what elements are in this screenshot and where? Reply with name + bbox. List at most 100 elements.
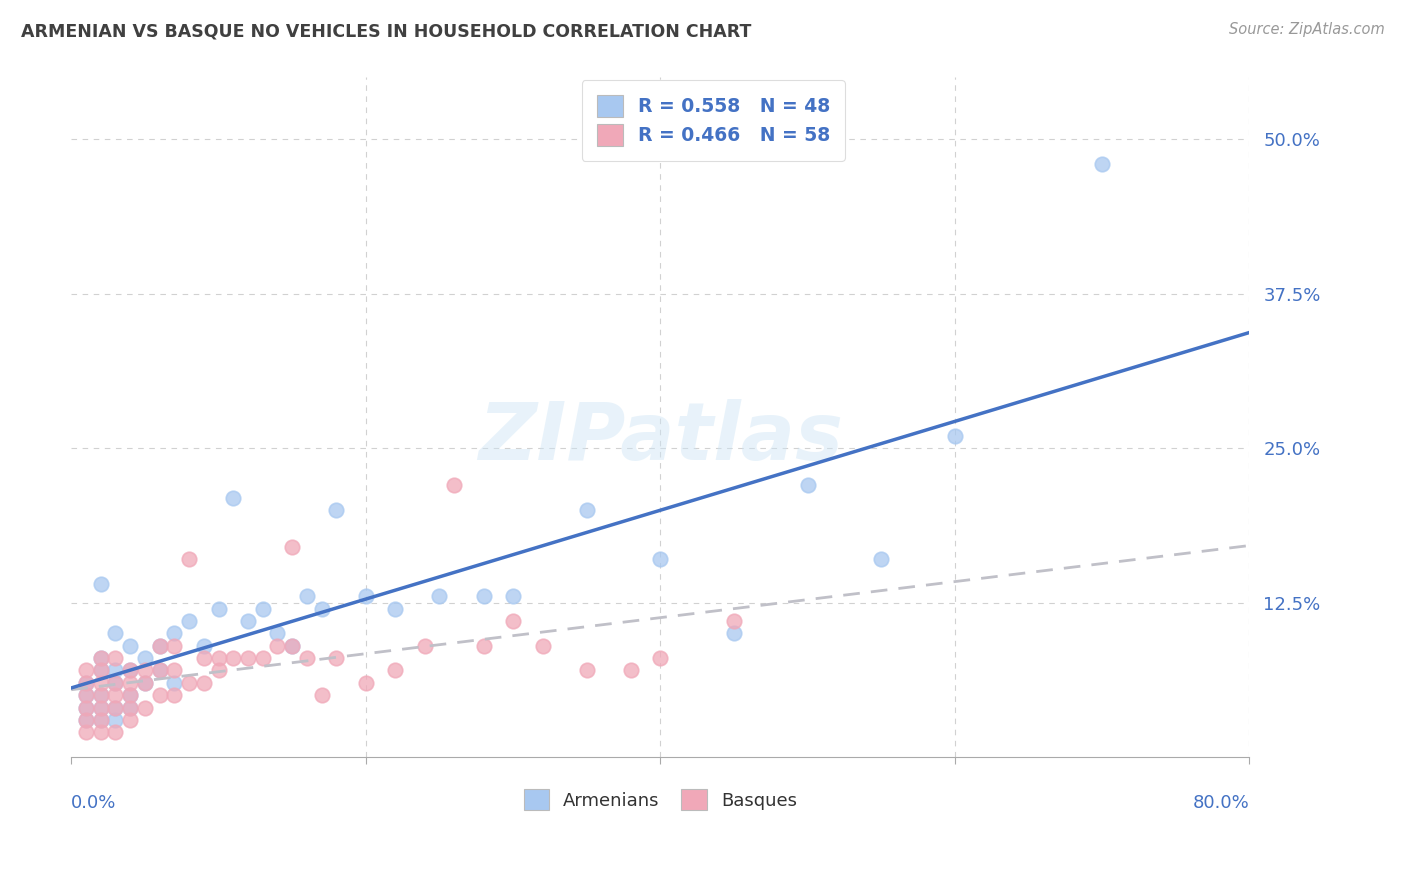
Point [90, 676, 112, 690]
Point [90, 577, 112, 591]
Text: ARMENIAN VS BASQUE NO VEHICLES IN HOUSEHOLD CORRELATION CHART: ARMENIAN VS BASQUE NO VEHICLES IN HOUSEH… [21, 22, 751, 40]
Point [943, 428, 966, 442]
Point [281, 639, 304, 653]
Point [163, 676, 186, 690]
Point [531, 639, 554, 653]
Point [177, 552, 200, 566]
Point [236, 614, 259, 628]
Point [384, 601, 406, 615]
Point [90, 700, 112, 714]
Text: 0.0%: 0.0% [72, 795, 117, 813]
Point [134, 651, 156, 665]
Point [163, 664, 186, 678]
Point [325, 651, 347, 665]
Point [295, 651, 318, 665]
Point [620, 664, 643, 678]
Point [75, 676, 97, 690]
Point [325, 503, 347, 517]
Point [90, 713, 112, 727]
Point [193, 651, 215, 665]
Point [134, 676, 156, 690]
Point [75, 700, 97, 714]
Point [75, 700, 97, 714]
Point [149, 639, 172, 653]
Point [281, 639, 304, 653]
Point [104, 676, 127, 690]
Point [149, 639, 172, 653]
Point [354, 676, 377, 690]
Point [134, 676, 156, 690]
Point [149, 688, 172, 702]
Point [75, 688, 97, 702]
Point [575, 503, 598, 517]
Point [413, 639, 436, 653]
Point [120, 676, 142, 690]
Point [120, 700, 142, 714]
Point [90, 651, 112, 665]
Point [104, 664, 127, 678]
Point [90, 713, 112, 727]
Point [443, 478, 465, 492]
Point [104, 725, 127, 739]
Point [75, 664, 97, 678]
Point [723, 626, 745, 640]
Point [472, 590, 495, 604]
Point [120, 688, 142, 702]
Point [120, 713, 142, 727]
Point [207, 601, 229, 615]
Text: Source: ZipAtlas.com: Source: ZipAtlas.com [1229, 22, 1385, 37]
Point [104, 651, 127, 665]
Point [104, 700, 127, 714]
Point [90, 651, 112, 665]
Point [311, 688, 333, 702]
Point [723, 614, 745, 628]
Point [222, 491, 245, 505]
Point [281, 540, 304, 554]
Point [75, 713, 97, 727]
Point [120, 664, 142, 678]
Point [472, 639, 495, 653]
Legend: Armenians, Basques: Armenians, Basques [510, 777, 810, 822]
Point [650, 552, 672, 566]
Point [796, 478, 818, 492]
Point [120, 664, 142, 678]
Point [75, 676, 97, 690]
Point [90, 688, 112, 702]
Point [177, 676, 200, 690]
Point [266, 639, 288, 653]
Point [120, 700, 142, 714]
Point [163, 626, 186, 640]
Point [90, 700, 112, 714]
Point [252, 601, 274, 615]
Point [104, 713, 127, 727]
Point [90, 725, 112, 739]
Point [134, 664, 156, 678]
Point [193, 676, 215, 690]
Point [104, 688, 127, 702]
Point [90, 664, 112, 678]
Point [236, 651, 259, 665]
Point [177, 614, 200, 628]
Point [149, 664, 172, 678]
Point [163, 688, 186, 702]
Point [90, 688, 112, 702]
Point [75, 713, 97, 727]
Point [295, 590, 318, 604]
Point [870, 552, 893, 566]
Point [266, 626, 288, 640]
Point [650, 651, 672, 665]
Point [502, 590, 524, 604]
Point [429, 590, 451, 604]
Point [134, 700, 156, 714]
Point [207, 664, 229, 678]
Point [193, 639, 215, 653]
Point [502, 614, 524, 628]
Point [120, 688, 142, 702]
Point [104, 676, 127, 690]
Point [75, 725, 97, 739]
Text: 80.0%: 80.0% [1192, 795, 1250, 813]
Point [1091, 157, 1114, 171]
Text: ZIPatlas: ZIPatlas [478, 399, 842, 476]
Point [311, 601, 333, 615]
Point [575, 664, 598, 678]
